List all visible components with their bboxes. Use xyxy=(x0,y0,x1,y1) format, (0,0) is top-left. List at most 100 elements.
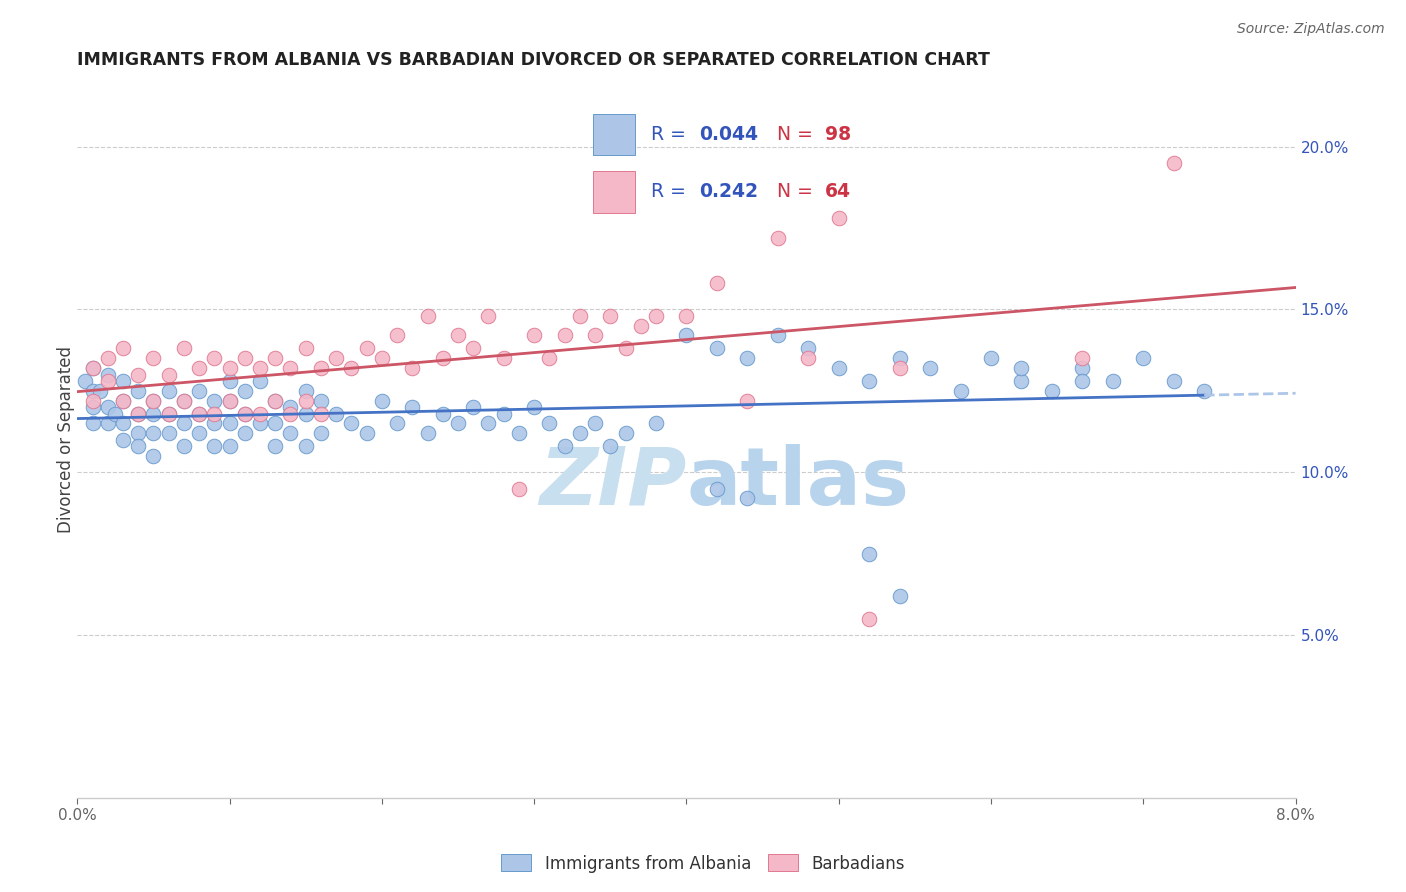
Point xyxy=(97,400,120,414)
Point xyxy=(583,417,606,431)
Point xyxy=(858,374,880,388)
Point xyxy=(104,407,127,421)
Point xyxy=(157,407,180,421)
Point xyxy=(294,342,316,356)
Point xyxy=(294,384,316,398)
Text: ZIP: ZIP xyxy=(538,443,686,522)
Point xyxy=(538,417,561,431)
Point xyxy=(89,384,111,398)
Point xyxy=(828,211,851,226)
Point xyxy=(142,393,165,408)
Point xyxy=(645,309,668,323)
Point xyxy=(294,439,316,453)
Point xyxy=(73,374,96,388)
Point xyxy=(1132,351,1154,366)
Point xyxy=(264,439,287,453)
Point xyxy=(188,426,211,441)
Point xyxy=(340,417,363,431)
Point xyxy=(523,400,546,414)
Point xyxy=(218,361,240,376)
Point xyxy=(111,374,134,388)
Point xyxy=(97,351,120,366)
Point xyxy=(766,231,789,245)
Point xyxy=(264,393,287,408)
Point xyxy=(188,361,211,376)
Point xyxy=(294,407,316,421)
Point xyxy=(477,309,499,323)
Y-axis label: Divorced or Separated: Divorced or Separated xyxy=(58,346,75,533)
Point xyxy=(371,351,394,366)
Point xyxy=(554,328,576,343)
Point xyxy=(630,318,652,333)
Point xyxy=(385,328,408,343)
Point xyxy=(249,374,271,388)
Point xyxy=(202,393,225,408)
Point xyxy=(249,407,271,421)
Point xyxy=(157,426,180,441)
Point xyxy=(82,393,104,408)
Point xyxy=(157,368,180,382)
Point xyxy=(233,351,256,366)
Point xyxy=(675,309,697,323)
Point xyxy=(188,407,211,421)
Point xyxy=(583,328,606,343)
Text: Source: ZipAtlas.com: Source: ZipAtlas.com xyxy=(1237,22,1385,37)
Point xyxy=(97,374,120,388)
Point xyxy=(568,426,591,441)
Text: atlas: atlas xyxy=(686,443,910,522)
Point xyxy=(97,368,120,382)
Point xyxy=(249,361,271,376)
Point xyxy=(309,407,332,421)
Point xyxy=(1011,361,1033,376)
Point xyxy=(949,384,972,398)
Point xyxy=(432,407,454,421)
Legend: Immigrants from Albania, Barbadians: Immigrants from Albania, Barbadians xyxy=(495,847,911,880)
Point xyxy=(508,482,530,496)
Point xyxy=(218,417,240,431)
Point xyxy=(737,491,759,506)
Point xyxy=(111,433,134,447)
Text: IMMIGRANTS FROM ALBANIA VS BARBADIAN DIVORCED OR SEPARATED CORRELATION CHART: IMMIGRANTS FROM ALBANIA VS BARBADIAN DIV… xyxy=(77,51,990,69)
Point xyxy=(127,384,149,398)
Point xyxy=(766,328,789,343)
Point xyxy=(401,361,423,376)
Point xyxy=(173,393,195,408)
Point xyxy=(385,417,408,431)
Point xyxy=(111,342,134,356)
Point xyxy=(645,417,668,431)
Point xyxy=(828,361,851,376)
Point xyxy=(218,374,240,388)
Point xyxy=(82,417,104,431)
Point xyxy=(233,426,256,441)
Point xyxy=(82,361,104,376)
Point xyxy=(218,393,240,408)
Point xyxy=(325,407,347,421)
Point xyxy=(127,439,149,453)
Point xyxy=(340,361,363,376)
Point xyxy=(675,328,697,343)
Point xyxy=(142,407,165,421)
Point xyxy=(294,393,316,408)
Point xyxy=(797,351,820,366)
Point xyxy=(706,277,728,291)
Point xyxy=(568,309,591,323)
Point xyxy=(157,407,180,421)
Point xyxy=(97,417,120,431)
Point xyxy=(1101,374,1123,388)
Point xyxy=(233,407,256,421)
Point xyxy=(1040,384,1063,398)
Point xyxy=(127,407,149,421)
Point xyxy=(202,439,225,453)
Point xyxy=(188,407,211,421)
Point xyxy=(1011,374,1033,388)
Point xyxy=(737,393,759,408)
Point xyxy=(157,384,180,398)
Point xyxy=(264,393,287,408)
Point xyxy=(614,426,637,441)
Point xyxy=(1071,374,1094,388)
Point xyxy=(142,351,165,366)
Point xyxy=(202,417,225,431)
Point xyxy=(142,393,165,408)
Point xyxy=(309,361,332,376)
Point xyxy=(889,361,911,376)
